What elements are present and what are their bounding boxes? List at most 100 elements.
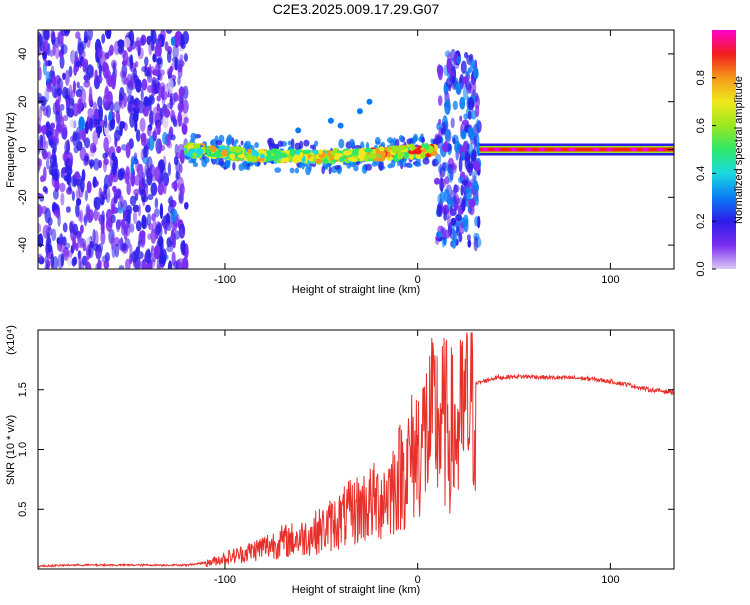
spectrogram-cell <box>167 77 174 94</box>
spectrogram-cell <box>119 167 126 176</box>
spectrogram-cell <box>466 234 471 241</box>
spectrogram-cell <box>450 117 455 129</box>
spectrogram-cell <box>413 133 418 143</box>
spectrogram-cell <box>229 146 236 152</box>
snr-marks <box>38 332 674 568</box>
spectrogram-cell <box>192 161 199 168</box>
spectrogram-cell <box>44 264 49 269</box>
spectrogram-cell <box>54 171 59 181</box>
spectrogram-cell <box>68 156 73 168</box>
spectrogram-cell <box>397 152 403 160</box>
spectrogram-cell <box>141 66 147 73</box>
spectrogram-cell <box>84 120 89 135</box>
spectrogram-cell <box>81 88 87 104</box>
spectrogram-cell <box>386 151 391 158</box>
spectrogram-cell <box>38 233 44 248</box>
spectrogram-cell <box>42 51 47 60</box>
spectrogram-cell <box>88 86 93 101</box>
spectrogram-cell <box>67 108 75 118</box>
spectrogram-cell <box>447 167 454 183</box>
spectrogram-cell <box>257 157 265 162</box>
spectrogram-cell <box>60 192 65 206</box>
spectrogram-cell <box>69 119 77 128</box>
spectrogram-cell <box>147 85 154 93</box>
spectrogram-cell <box>38 158 43 167</box>
spectrogram-cell <box>292 155 300 164</box>
spectrogram-cell <box>164 41 169 52</box>
spectrogram-cell <box>338 138 345 149</box>
spectrogram-cell <box>190 132 197 141</box>
spectrogram-cell <box>173 155 179 166</box>
spectrogram-cell <box>113 129 121 142</box>
spectrogram-cell <box>375 140 381 145</box>
spectrogram-cell <box>473 135 477 149</box>
colorbar-tick-label: 0.2 <box>695 214 707 229</box>
spectrogram-cell <box>139 117 146 132</box>
spectrogram-cell <box>178 103 183 114</box>
spectrogram-cell <box>89 142 97 154</box>
spectrogram-cell <box>65 98 70 108</box>
spectrogram-cell <box>46 235 51 244</box>
spectrogram-cell <box>473 236 479 252</box>
spectrogram-cell <box>156 95 161 102</box>
spectrogram-cell <box>466 84 472 94</box>
spectrogram-cell <box>458 156 463 173</box>
y-tick-label: 20 <box>17 96 29 108</box>
snr-x-ticks: -100 0 100 <box>214 330 620 586</box>
spectrogram-cell <box>181 123 188 135</box>
spectrogram-cell <box>173 260 178 269</box>
spectrogram-cell <box>156 121 161 135</box>
spectrogram-cell <box>177 64 183 73</box>
spectrogram-cell <box>59 103 65 111</box>
spectrogram-cell <box>45 104 51 118</box>
spectrogram-cell <box>129 112 136 128</box>
snr-panel: -100 0 100 0.5 1.0 1.5 Height of straight li… <box>5 325 675 596</box>
spectrogram-cell <box>298 161 302 167</box>
spectrogram-cell <box>175 170 179 182</box>
spectrogram-cell <box>474 216 479 227</box>
x-tick-label: -100 <box>214 274 236 286</box>
spectrogram-cell <box>141 172 146 187</box>
y-tick-label: 1.5 <box>17 382 29 397</box>
spectrogram-cell <box>475 105 480 118</box>
spectrogram-cell <box>334 153 344 158</box>
spectrogram-cell <box>451 76 456 84</box>
spectrogram-cell <box>167 162 171 176</box>
spectrogram-cell <box>75 60 81 67</box>
steady-line-peak <box>553 147 562 152</box>
spectrogram-cell <box>299 152 304 159</box>
spectrogram-cell <box>121 49 127 59</box>
spectrogram-cell <box>84 137 91 149</box>
spectrogram-cell <box>145 204 151 213</box>
spectrogram-cell <box>322 158 329 164</box>
spectrogram-cell <box>184 202 189 210</box>
feature-steady-line <box>479 143 674 156</box>
x-tick-label: 100 <box>601 574 619 586</box>
spectrogram-cell <box>111 173 119 183</box>
spectrogram-cell <box>238 163 245 171</box>
spectrogram-cell <box>434 234 440 246</box>
spectrogram-cell <box>128 55 132 64</box>
spectrogram-cell <box>49 155 57 168</box>
spectrogram-cell <box>366 98 373 105</box>
spectrogram-cell <box>47 43 51 56</box>
spectrogram-cell <box>229 153 234 159</box>
spectrogram-cell <box>38 204 43 218</box>
spectrogram-cell <box>75 31 81 40</box>
spectrogram-cell <box>164 108 171 118</box>
spectrogram-cell <box>157 263 164 269</box>
spectrogram-cell <box>154 44 161 57</box>
spectrogram-cell <box>310 144 314 149</box>
spectrogram-cell <box>290 138 295 148</box>
spectrogram-cell <box>147 97 152 106</box>
spectrogram-cell <box>462 76 469 85</box>
spectrogram-cell <box>148 135 155 151</box>
spectrogram-cell <box>72 130 78 147</box>
spectrogram-cell <box>461 119 469 126</box>
spectrogram-cell <box>129 223 135 233</box>
spectrogram-cell <box>151 213 156 222</box>
spectrogram-cell <box>85 155 89 162</box>
spectrogram-cell <box>76 140 83 151</box>
spectrogram-cell <box>61 44 68 55</box>
